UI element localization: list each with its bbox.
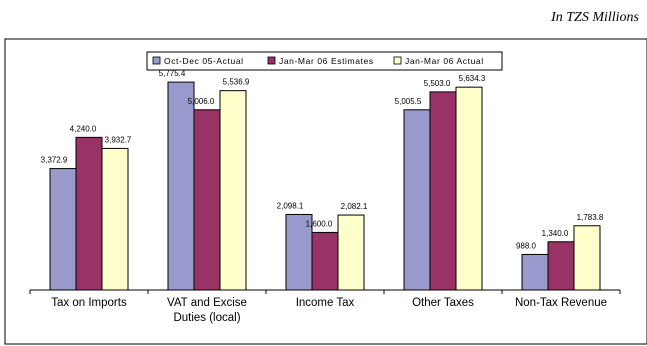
bar-4-2 xyxy=(429,91,457,291)
bars-group xyxy=(49,81,601,291)
category-label-4: Other Taxes xyxy=(412,297,474,309)
value-label-2-1: 5,775.4 xyxy=(159,69,186,78)
legend-swatch-1 xyxy=(152,56,161,65)
bar-4-3 xyxy=(455,86,483,291)
value-label-1-1: 3,372.9 xyxy=(41,156,68,165)
bar-3-3 xyxy=(337,214,365,291)
x-ticks-group xyxy=(29,290,621,294)
category-label-2: VAT and Excise Duties (local) xyxy=(167,297,247,324)
chart-legend: Oct-Dec 05-Actual Jan-Mar 06 Estimates Jan… xyxy=(146,51,503,71)
value-label-2-3: 5,536.9 xyxy=(223,78,250,87)
value-label-1-3: 3,932.7 xyxy=(105,135,132,144)
value-label-4-2: 5,503.0 xyxy=(424,79,451,88)
category-label-5: Non-Tax Revenue xyxy=(515,297,607,309)
value-label-4-3: 5,634.3 xyxy=(459,74,486,83)
bar-5-2 xyxy=(547,241,575,291)
legend-swatch-3 xyxy=(393,56,402,65)
value-label-5-1: 988.0 xyxy=(516,241,537,250)
bar-2-1 xyxy=(167,81,195,291)
bar-1-2 xyxy=(75,136,103,291)
bar-2-3 xyxy=(219,90,247,291)
legend-swatch-2 xyxy=(267,56,276,65)
units-note: In TZS Millions xyxy=(551,10,639,25)
legend-label-2: Jan-Mar 06 Estimates xyxy=(279,56,374,66)
bar-1-3 xyxy=(101,147,129,291)
legend-label-1: Oct-Dec 05-Actual xyxy=(164,56,244,66)
value-label-5-2: 1,340.0 xyxy=(542,229,569,238)
value-labels-group: 3,372.9 4,240.0 3,932.7 5,775.4 5,006.0 5,536… xyxy=(41,69,604,250)
value-label-5-3: 1,783.8 xyxy=(577,213,604,222)
bar-4-1 xyxy=(403,109,431,291)
value-label-4-1: 5,005.5 xyxy=(395,97,422,106)
bar-2-2 xyxy=(193,109,221,291)
category-label-3: Income Tax xyxy=(296,297,355,309)
value-label-3-3: 2,082.1 xyxy=(341,202,368,211)
bar-5-1 xyxy=(521,253,549,291)
value-label-3-2: 1,600.0 xyxy=(306,219,333,228)
category-label-1: Tax on Imports xyxy=(51,297,127,309)
value-label-1-2: 4,240.0 xyxy=(70,124,97,133)
category-labels-group: Tax on Imports VAT and Excise Duties (loca… xyxy=(51,297,607,324)
bar-5-3 xyxy=(573,225,601,291)
legend-box xyxy=(146,51,503,71)
value-label-3-1: 2,098.1 xyxy=(277,201,304,210)
value-label-2-2: 5,006.0 xyxy=(188,97,215,106)
legend-label-3: Jan-Mar 06 Actual xyxy=(405,56,484,66)
bar-3-2 xyxy=(311,231,339,291)
bar-1-1 xyxy=(49,168,77,291)
